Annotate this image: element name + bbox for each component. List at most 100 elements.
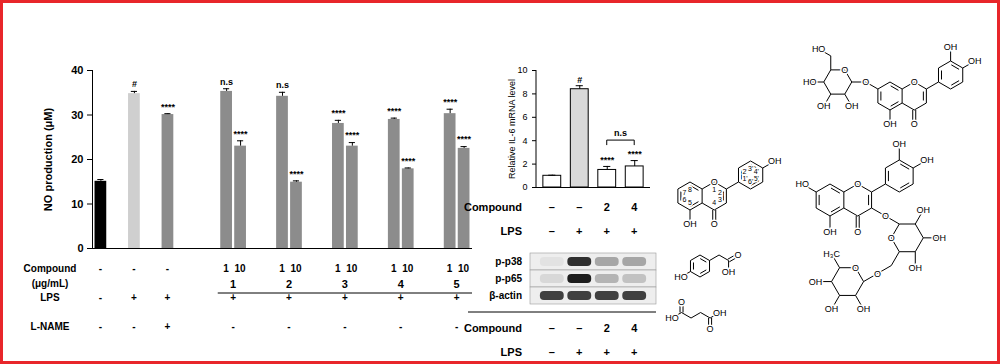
svg-text:-: -	[99, 292, 102, 303]
svg-text:1': 1'	[742, 175, 747, 182]
svg-text:#: #	[577, 75, 582, 85]
svg-text:1: 1	[230, 278, 236, 290]
svg-text:****: ****	[161, 102, 176, 112]
svg-text:6: 6	[522, 112, 527, 122]
svg-text:O: O	[707, 324, 714, 334]
svg-text:0: 0	[522, 182, 527, 192]
svg-text:HO: HO	[665, 313, 679, 323]
svg-text:Compound: Compound	[464, 201, 522, 213]
svg-text:–: –	[576, 201, 582, 213]
svg-text:6': 6'	[748, 178, 753, 185]
svg-text:10: 10	[517, 65, 527, 75]
svg-text:–: –	[549, 322, 555, 334]
svg-text:-: -	[231, 321, 234, 332]
svg-text:HO: HO	[674, 272, 688, 282]
svg-text:5: 5	[454, 278, 460, 290]
svg-text:(μg/mL): (μg/mL)	[32, 278, 69, 289]
svg-text:+: +	[165, 321, 171, 332]
svg-text:+: +	[165, 292, 171, 303]
svg-text:****: ****	[387, 106, 402, 116]
svg-text:HO: HO	[796, 179, 810, 189]
svg-text:O: O	[888, 233, 895, 243]
svg-text:****: ****	[289, 169, 304, 179]
svg-text:O: O	[882, 211, 889, 221]
svg-text:NO production (μM): NO production (μM)	[42, 108, 54, 212]
svg-text:O: O	[862, 77, 869, 87]
svg-text:OH: OH	[909, 263, 923, 273]
svg-text:-: -	[132, 321, 135, 332]
svg-text:4: 4	[631, 322, 638, 334]
svg-text:2: 2	[522, 159, 527, 169]
svg-text:β-actin: β-actin	[489, 290, 522, 301]
svg-text:****: ****	[457, 134, 472, 144]
svg-text:1: 1	[391, 263, 397, 274]
svg-text:-: -	[455, 321, 458, 332]
svg-text:1: 1	[447, 263, 453, 274]
svg-text:Compound: Compound	[464, 322, 522, 334]
svg-text:8: 8	[688, 186, 692, 193]
svg-text:–: –	[576, 322, 582, 334]
svg-text:–: –	[549, 346, 555, 358]
svg-text:+: +	[576, 225, 582, 237]
svg-text:O: O	[854, 227, 861, 237]
svg-text:4: 4	[631, 201, 638, 213]
svg-text:OH: OH	[917, 205, 931, 215]
svg-text:n.s: n.s	[276, 80, 289, 90]
svg-text:OH: OH	[768, 156, 782, 166]
svg-text:OH: OH	[713, 308, 727, 318]
svg-text:8: 8	[522, 89, 527, 99]
svg-text:OH: OH	[825, 304, 839, 314]
svg-text:O: O	[711, 219, 718, 229]
svg-text:+: +	[131, 292, 137, 303]
svg-text:OH: OH	[683, 219, 697, 229]
svg-text:+: +	[631, 346, 637, 358]
svg-text:10: 10	[290, 263, 302, 274]
svg-text:-: -	[132, 263, 135, 274]
svg-text:-: -	[343, 321, 346, 332]
svg-text:****: ****	[401, 156, 416, 166]
svg-text:1: 1	[223, 263, 229, 274]
svg-text:OH: OH	[920, 155, 934, 165]
svg-text:-: -	[287, 321, 290, 332]
svg-text:10: 10	[71, 198, 83, 210]
svg-text:Compound: Compound	[24, 263, 77, 274]
svg-text:+: +	[631, 225, 637, 237]
svg-text:–: –	[549, 201, 555, 213]
svg-text:+: +	[604, 225, 610, 237]
svg-text:H₃C: H₃C	[823, 249, 840, 259]
svg-text:O: O	[841, 65, 848, 75]
svg-text:****: ****	[345, 130, 360, 140]
svg-text:5': 5'	[754, 175, 759, 182]
svg-text:O: O	[678, 297, 685, 307]
svg-text:OH: OH	[944, 42, 958, 52]
svg-text:HO: HO	[803, 77, 817, 87]
svg-text:4: 4	[712, 199, 716, 206]
svg-text:OH: OH	[857, 304, 871, 314]
svg-text:2: 2	[286, 278, 292, 290]
svg-text:2: 2	[604, 201, 610, 213]
svg-text:OH: OH	[722, 267, 736, 277]
svg-text:3': 3'	[748, 165, 753, 172]
svg-text:****: ****	[600, 155, 615, 165]
svg-text:4: 4	[522, 136, 527, 146]
svg-text:20: 20	[71, 153, 83, 165]
svg-text:4: 4	[398, 278, 405, 290]
svg-text:1: 1	[279, 263, 285, 274]
svg-text:10: 10	[346, 263, 358, 274]
svg-text:#: #	[132, 79, 137, 89]
svg-text:2': 2'	[742, 168, 747, 175]
svg-text:OH: OH	[817, 101, 831, 111]
svg-text:p-p38: p-p38	[495, 256, 522, 267]
svg-text:O: O	[854, 179, 861, 189]
svg-text:L-NAME: L-NAME	[31, 321, 70, 332]
svg-text:****: ****	[234, 129, 249, 139]
svg-text:OH: OH	[933, 233, 947, 243]
svg-text:O: O	[735, 250, 742, 260]
svg-text:40: 40	[71, 64, 83, 76]
svg-text:+: +	[576, 346, 582, 358]
svg-text:-: -	[399, 321, 402, 332]
svg-text:O: O	[852, 263, 859, 273]
svg-text:LPS: LPS	[40, 292, 60, 303]
svg-text:LPS: LPS	[501, 225, 522, 237]
svg-text:+: +	[604, 346, 610, 358]
